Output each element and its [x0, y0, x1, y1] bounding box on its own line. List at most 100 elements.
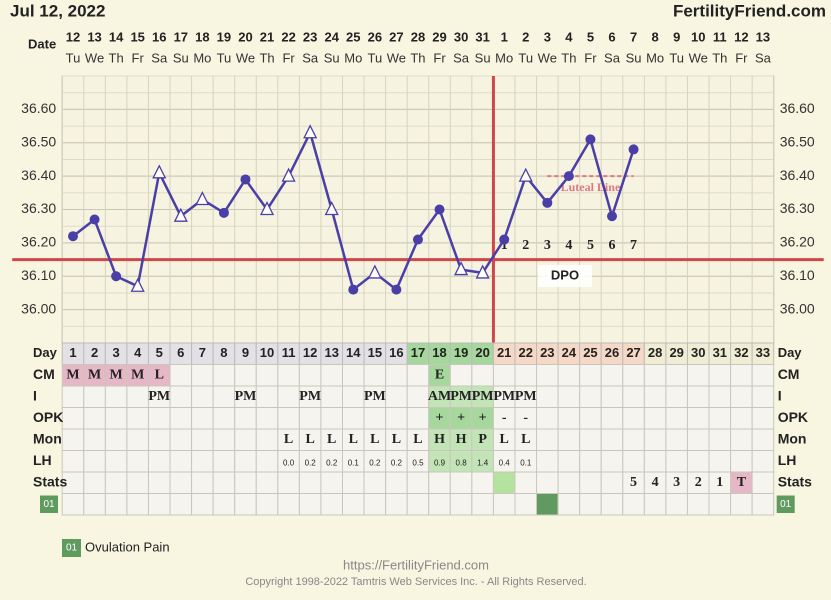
table-cell — [665, 364, 688, 387]
table-cell — [557, 407, 581, 430]
date-number: 1 — [501, 29, 508, 44]
table-cell — [191, 407, 214, 430]
table-cell — [255, 493, 279, 516]
table-cell — [363, 471, 387, 494]
weekday: Sa — [604, 50, 621, 65]
table-cell — [320, 407, 344, 430]
cell-value: 0.1 — [348, 458, 360, 467]
cell-value: T — [737, 475, 747, 490]
cell-value: L — [521, 432, 530, 447]
date-number: 9 — [673, 29, 680, 44]
table-cell — [406, 407, 430, 430]
table-cell — [406, 385, 430, 408]
table-cell — [492, 471, 516, 494]
chart-date: Jul 12, 2022 — [10, 1, 105, 20]
day-number: 25 — [583, 345, 597, 360]
temperature-marker-open — [173, 207, 188, 222]
table-cell — [234, 364, 257, 387]
cell-value: + — [479, 410, 487, 425]
table-cell — [730, 364, 753, 387]
weekday: Tu — [367, 50, 382, 65]
date-number: 17 — [174, 29, 188, 44]
cell-value: H — [456, 432, 467, 447]
table-cell — [385, 364, 408, 387]
table-cell — [600, 407, 624, 430]
table-cell — [83, 471, 106, 494]
cell-value: 2 — [695, 475, 702, 490]
legend-label: Ovulation Pain — [85, 539, 170, 554]
table-cell — [730, 407, 753, 430]
table-cell — [104, 428, 128, 451]
day-number: 14 — [346, 345, 361, 360]
day-number: 24 — [562, 345, 577, 360]
day-number: 9 — [242, 345, 249, 360]
table-cell — [83, 450, 106, 473]
row-label-right: Mon — [778, 430, 807, 446]
date-number: 24 — [324, 29, 339, 44]
table-cell — [751, 471, 775, 494]
day-number: 15 — [368, 345, 382, 360]
table-cell — [126, 493, 149, 516]
date-number: 12 — [734, 29, 748, 44]
day-number: 20 — [475, 345, 489, 360]
y-tick-label: 36.30 — [21, 200, 56, 216]
day-number: 22 — [519, 345, 533, 360]
table-cell — [277, 493, 300, 516]
table-cell — [622, 450, 645, 473]
table-cell — [708, 428, 732, 451]
cell-value: L — [500, 432, 509, 447]
table-cell — [191, 450, 214, 473]
cell-value: 3 — [673, 475, 680, 490]
table-cell — [212, 385, 236, 408]
date-number: 15 — [130, 29, 144, 44]
table-cell — [83, 407, 106, 430]
table-cell — [126, 385, 149, 408]
y-tick-label-right: 36.60 — [780, 100, 815, 116]
day-number: 4 — [134, 345, 142, 360]
cell-value: 0.8 — [456, 458, 468, 467]
date-number: 23 — [303, 29, 317, 44]
temperature-marker-open — [324, 201, 339, 216]
table-cell — [83, 428, 106, 451]
weekday: Mo — [193, 50, 211, 65]
footer-url: https://FertilityFriend.com — [343, 557, 489, 572]
dpo-number: 5 — [587, 238, 594, 253]
table-cell — [169, 407, 193, 430]
weekday: Sa — [151, 50, 168, 65]
legend-key: 01 — [66, 543, 78, 554]
y-tick-label: 36.40 — [21, 167, 56, 183]
table-cell — [234, 471, 257, 494]
table-cell — [730, 493, 753, 516]
temperature-marker-open — [259, 201, 275, 216]
weekday: Th — [259, 50, 274, 65]
cell-value: 1.4 — [477, 458, 489, 467]
weekday: Su — [324, 50, 340, 65]
table-cell — [342, 471, 365, 494]
date-number: 21 — [260, 29, 274, 44]
table-cell — [234, 493, 257, 516]
weekday: Tu — [669, 50, 684, 65]
dpo-label-bg — [538, 265, 592, 287]
table-cell — [686, 364, 710, 387]
table-cell — [255, 450, 279, 473]
table-cell — [665, 407, 688, 430]
table-cell — [492, 364, 516, 387]
table-cell — [730, 450, 753, 473]
weekday: Tu — [518, 50, 533, 65]
table-cell — [643, 450, 667, 473]
table-cell — [169, 428, 193, 451]
date-number: 11 — [713, 29, 727, 44]
table-cell — [492, 493, 516, 516]
table-cell — [622, 407, 645, 430]
y-tick-label-right: 36.30 — [780, 200, 815, 216]
table-cell — [277, 471, 300, 494]
table-cell — [643, 364, 667, 387]
table-cell — [298, 471, 322, 494]
table-cell — [61, 385, 85, 408]
date-number: 14 — [109, 29, 124, 44]
date-number: 4 — [565, 29, 573, 44]
weekday: Mo — [495, 50, 513, 65]
cell-value: L — [305, 432, 314, 447]
date-label: Date — [28, 36, 56, 51]
